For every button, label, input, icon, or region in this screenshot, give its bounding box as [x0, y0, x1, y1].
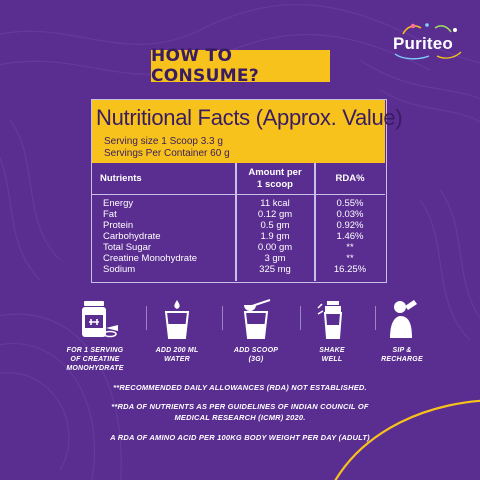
step-label: FOR 1 SERVING OF CREATINE MONOHYDRATE	[66, 347, 124, 372]
nutrient-name: Carbohydrate	[103, 231, 161, 242]
nutrient-rda: 0.03%	[336, 209, 364, 220]
table-row: Fat 0.12 gm 0.03%	[92, 209, 385, 220]
nutrient-rda: 16.25%	[333, 264, 367, 275]
nutrient-rda: 1.46%	[336, 231, 364, 242]
table-row: Total Sugar 0.00 gm **	[92, 242, 385, 253]
nutrition-facts-header: Nutritional Facts (Approx. Value) Servin…	[92, 100, 403, 163]
column-header-amount: Amount per 1 scoop	[237, 167, 313, 191]
table-row: Sodium 325 mg 16.25%	[92, 264, 385, 275]
nutrient-rda: 0.55%	[336, 198, 364, 209]
table-row: Energy 11 kcal 0.55%	[92, 198, 385, 209]
nutrient-amount: 0.00 gm	[257, 242, 293, 253]
column-header-rda: RDA%	[335, 173, 365, 184]
step-separator	[222, 306, 223, 330]
nutrition-facts-table: Nutritional Facts (Approx. Value) Servin…	[91, 99, 403, 283]
nutrient-name: Fat	[103, 209, 117, 220]
rda-note: **RECOMMENDED DAILY ALLOWANCES (RDA) NOT…	[113, 383, 367, 392]
column-divider	[235, 163, 237, 281]
table-column-headers: Nutrients Amount per 1 scoop RDA%	[92, 163, 385, 195]
amino-acid-note: A RDA OF AMINO ACID PER 100KG BODY WEIGH…	[110, 433, 370, 442]
nutrient-name: Total Sugar	[103, 242, 152, 253]
nutrient-rda: **	[346, 253, 354, 264]
brand-name: Puriteo	[393, 34, 453, 53]
nutrient-amount: 0.5 gm	[260, 220, 290, 231]
scoop-glass-icon	[243, 299, 271, 339]
nutrient-amount: 1.9 gm	[260, 231, 290, 242]
logo-leaf-ornament-icon	[394, 23, 462, 60]
nutrient-amount: 3 gm	[264, 253, 286, 264]
serving-size: Serving size 1 Scoop 3.3 g	[104, 136, 223, 147]
brand-logo: Puriteo	[385, 20, 465, 64]
person-drinking-icon	[390, 300, 417, 338]
page-headline: HOW TO CONSUME?	[151, 46, 330, 86]
nutrition-facts-title: Nutritional Facts (Approx. Value)	[96, 105, 403, 130]
nutrient-name: Protein	[103, 220, 134, 231]
table-row: Protein 0.5 gm 0.92%	[92, 220, 385, 231]
nutrient-rda: **	[346, 242, 354, 253]
nutrient-name: Creatine Monohydrate	[103, 253, 197, 264]
step-label: ADD SCOOP (3G)	[233, 347, 279, 363]
shaker-icon	[317, 301, 343, 339]
nutrient-amount: 0.12 gm	[257, 209, 293, 220]
nutrient-name: Energy	[103, 198, 134, 209]
step-label: ADD 200 ML WATER	[155, 347, 199, 363]
water-glass-icon	[164, 300, 190, 339]
step-label: SIP & RECHARGE	[381, 347, 423, 363]
column-header-amount-line2: 1 scoop	[257, 179, 293, 190]
table-row: Creatine Monohydrate 3 gm **	[92, 253, 385, 264]
nutrient-rda: 0.92%	[336, 220, 364, 231]
column-header-nutrients: Nutrients	[100, 173, 142, 184]
protein-jar-icon	[82, 301, 118, 338]
step-separator	[300, 306, 301, 330]
consumption-steps: FOR 1 SERVING OF CREATINE MONOHYDRATE ADD …	[0, 298, 480, 378]
nutrient-name: Sodium	[103, 264, 136, 275]
nutrient-amount: 325 mg	[259, 264, 291, 275]
nutrient-amount: 11 kcal	[260, 198, 290, 209]
servings-per-container: Servings Per Container 60 g	[104, 148, 230, 159]
step-separator	[146, 306, 147, 330]
column-header-amount-line1: Amount per	[248, 167, 302, 178]
icmr-note: **RDA OF NUTRIENTS AS PER GUIDELINES OF …	[111, 402, 369, 422]
step-label: SHAKE WELL	[319, 347, 345, 363]
column-divider	[314, 163, 316, 281]
step-separator	[375, 306, 376, 330]
table-row: Carbohydrate 1.9 gm 1.46%	[92, 231, 385, 242]
